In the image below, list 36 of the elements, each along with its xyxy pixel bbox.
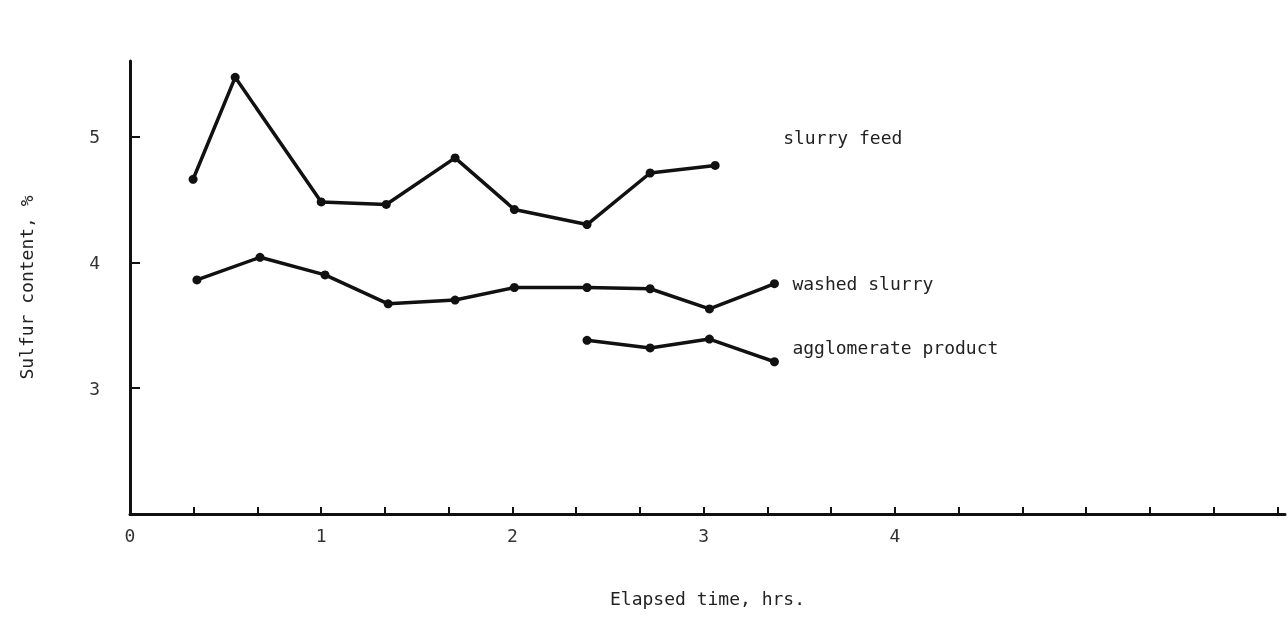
x-axis-title: Elapsed time, hrs. bbox=[609, 587, 806, 609]
point bbox=[710, 160, 720, 170]
point bbox=[769, 357, 779, 367]
point bbox=[704, 304, 714, 314]
y-tick-label: 5 bbox=[89, 126, 100, 147]
point bbox=[645, 343, 655, 353]
point bbox=[255, 252, 265, 262]
x-tick-label: 2 bbox=[507, 524, 518, 546]
point bbox=[704, 334, 714, 344]
point bbox=[509, 204, 519, 214]
point bbox=[192, 275, 202, 285]
point bbox=[582, 283, 592, 292]
point bbox=[645, 168, 655, 178]
point bbox=[316, 197, 326, 207]
series-label: agglomerate product bbox=[792, 337, 999, 359]
point bbox=[582, 220, 592, 230]
y-tick-label: 3 bbox=[89, 377, 100, 399]
x-tick-label: 4 bbox=[889, 524, 901, 546]
x-tick-label: 3 bbox=[698, 524, 710, 546]
point bbox=[645, 284, 655, 294]
point bbox=[230, 72, 240, 82]
series-label: washed slurry bbox=[792, 273, 934, 295]
point bbox=[450, 153, 460, 163]
point bbox=[769, 279, 779, 289]
y-axis-title: Sulfur content, % bbox=[15, 195, 37, 380]
point bbox=[509, 283, 519, 292]
y-tick-label: 4 bbox=[89, 251, 100, 273]
point bbox=[450, 295, 460, 305]
point bbox=[320, 270, 330, 280]
x-tick-label: 0 bbox=[124, 524, 136, 546]
point bbox=[383, 299, 393, 309]
point bbox=[188, 174, 198, 184]
point bbox=[582, 335, 592, 345]
x-tick-label: 1 bbox=[315, 524, 327, 546]
text: slurry feed bbox=[783, 126, 903, 148]
point bbox=[381, 199, 391, 209]
